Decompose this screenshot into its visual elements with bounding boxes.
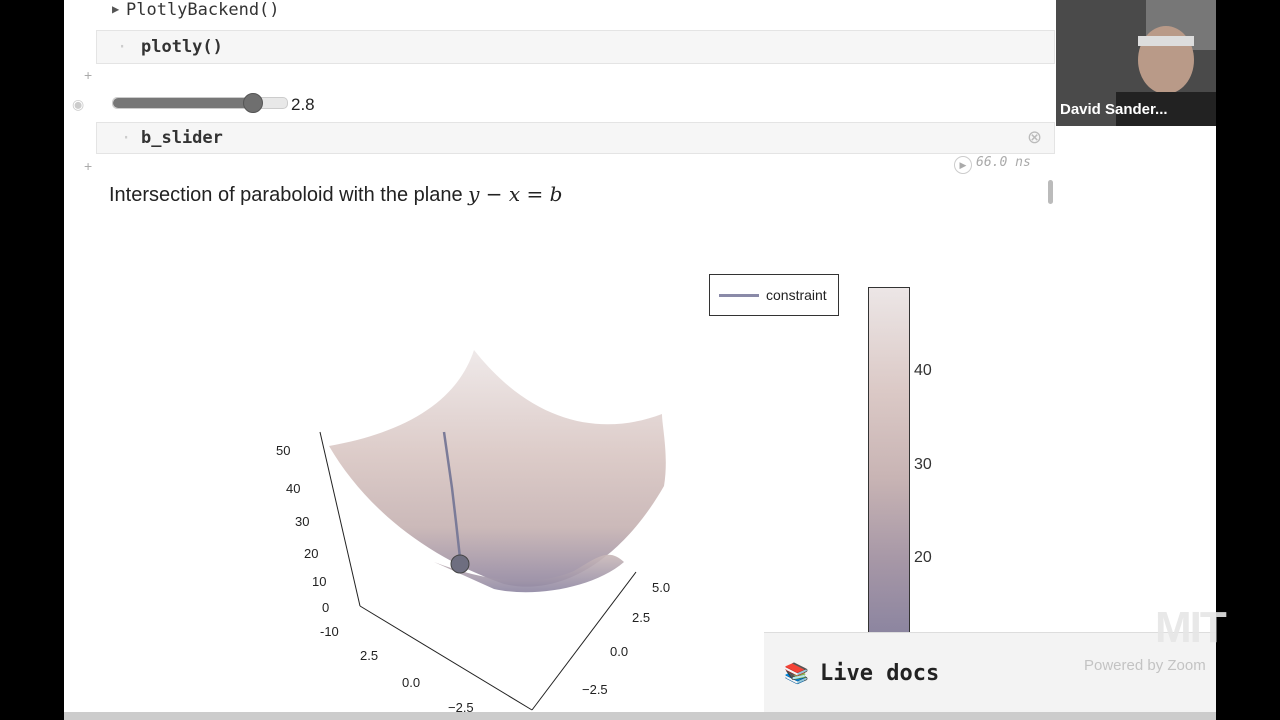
slider-thumb[interactable] xyxy=(243,93,263,113)
legend-label: constraint xyxy=(766,287,827,303)
y-tick-label: 2.5 xyxy=(360,648,378,663)
code-cell-plotly[interactable]: · plotly() xyxy=(96,30,1055,64)
runtime-label: 66.0 ns xyxy=(976,155,1031,170)
constraint-point xyxy=(451,555,469,573)
b-slider[interactable] xyxy=(112,97,288,109)
legend-swatch xyxy=(719,294,759,297)
notebook-page: ▶ PlotlyBackend() · plotly() + ◉ 2.8 · b… xyxy=(64,0,1216,720)
colorbar-tick: 40 xyxy=(914,362,932,380)
x-tick-label: 2.5 xyxy=(632,610,650,625)
paraboloid-surface xyxy=(329,350,666,587)
z-tick-label: 20 xyxy=(304,546,318,561)
z-tick-label: -10 xyxy=(320,624,339,639)
drag-handle-icon[interactable]: · xyxy=(121,128,131,148)
colorbar-tick: 30 xyxy=(914,456,932,474)
z-tick-label: 50 xyxy=(276,443,290,458)
cell-plotlybackend[interactable]: ▶ PlotlyBackend() xyxy=(96,0,1053,26)
colorbar-tick: 20 xyxy=(914,549,932,567)
code-text[interactable]: b_slider xyxy=(141,128,223,148)
drag-handle-icon[interactable]: · xyxy=(117,37,127,57)
colorbar xyxy=(868,287,910,634)
x-tick-label: 0.0 xyxy=(610,644,628,659)
slider-fill xyxy=(113,98,252,108)
eye-icon[interactable]: ◉ xyxy=(72,96,84,113)
heading-math: y − x = b xyxy=(468,182,562,206)
y-tick-label: 0.0 xyxy=(402,675,420,690)
heading-text: Intersection of paraboloid with the plan… xyxy=(109,184,468,206)
z-tick-label: 40 xyxy=(286,481,300,496)
slider-value: 2.8 xyxy=(291,95,315,115)
mit-logo: MIT xyxy=(1155,603,1225,653)
scroll-marker[interactable] xyxy=(1048,180,1053,204)
x-tick-label: −2.5 xyxy=(582,682,608,697)
code-cell-b-slider[interactable]: · b_slider ⊗ xyxy=(96,122,1055,154)
participant-video[interactable]: David Sander... xyxy=(1056,0,1216,126)
cell-output-text: PlotlyBackend() xyxy=(126,0,280,20)
live-docs-label[interactable]: Live docs xyxy=(820,661,939,686)
live-docs-panel[interactable]: 📚 Live docs xyxy=(764,632,1216,720)
plot-legend[interactable]: constraint xyxy=(709,274,839,316)
code-text[interactable]: plotly() xyxy=(141,37,223,57)
run-cell-icon[interactable]: ▶ xyxy=(954,156,972,174)
z-tick-label: 10 xyxy=(312,574,326,589)
add-cell-icon[interactable]: + xyxy=(84,158,92,174)
books-icon: 📚 xyxy=(784,661,809,686)
expand-icon[interactable]: ▶ xyxy=(112,2,119,16)
z-tick-label: 0 xyxy=(322,600,329,615)
participant-name: David Sander... xyxy=(1060,101,1168,118)
z-tick-label: 30 xyxy=(295,514,309,529)
horizontal-scrollbar[interactable] xyxy=(64,712,1216,720)
add-cell-icon[interactable]: + xyxy=(84,67,92,83)
delete-cell-icon[interactable]: ⊗ xyxy=(1027,127,1042,148)
x-tick-label: 5.0 xyxy=(652,580,670,595)
section-heading: Intersection of paraboloid with the plan… xyxy=(109,182,562,207)
x-axis xyxy=(360,606,532,710)
zoom-watermark: Powered by Zoom xyxy=(1084,657,1206,674)
